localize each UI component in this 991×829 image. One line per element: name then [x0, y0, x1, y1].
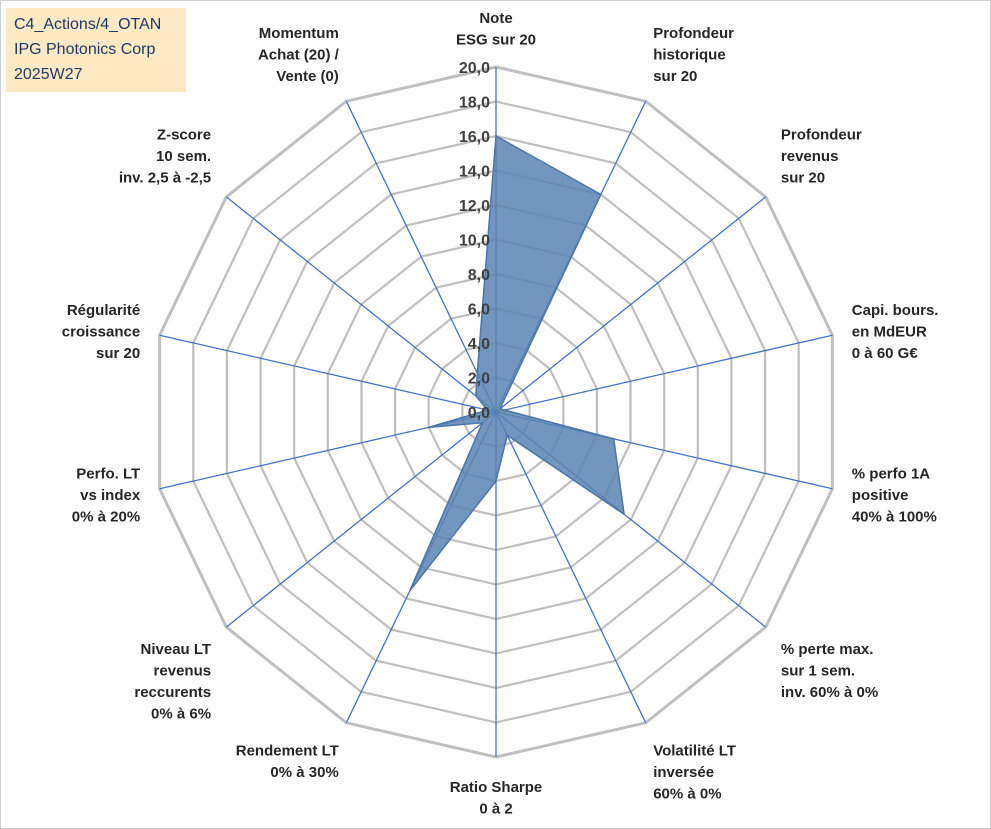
axis-label-line: Capi. bours. — [852, 302, 939, 319]
axis-label-line: % perfo 1A — [852, 465, 931, 482]
axis-label-line: revenus — [781, 148, 839, 165]
axis-spoke-4 — [495, 334, 833, 413]
axis-label-line: sur 20 — [781, 170, 825, 187]
tick-label-6: 12,0 — [459, 198, 490, 215]
axis-label-line: Profondeur — [653, 25, 734, 42]
axis-spoke-3 — [495, 196, 767, 413]
tick-label-9: 18,0 — [459, 95, 490, 112]
axis-label-line: sur 20 — [653, 68, 697, 85]
axis-spoke-13 — [225, 196, 497, 413]
series-area — [409, 134, 626, 592]
axis-label-line: ESG sur 20 — [456, 32, 536, 49]
axis-label-line: croissance — [62, 324, 140, 341]
axis-label-line: 0% à 6% — [151, 705, 211, 722]
tick-label-2: 4,0 — [468, 336, 490, 353]
axis-label-line: Volatilité LT — [653, 743, 736, 760]
axis-label-line: inv. 60% à 0% — [781, 684, 878, 701]
axis-spoke-7 — [495, 411, 647, 724]
axis-label-14: Momentum Achat (20) / Vente (0) — [258, 25, 340, 85]
axis-spoke-12 — [159, 334, 497, 413]
axis-label-line: Profondeur — [781, 127, 862, 144]
axis-label-line: Achat (20) / — [258, 46, 340, 63]
axis-label-1: Note ESG sur 20 — [456, 10, 536, 49]
info-line-week: 2025W27 — [14, 66, 83, 83]
axis-label-line: Niveau LT — [141, 641, 212, 658]
axis-label-line: sur 20 — [96, 345, 140, 362]
axis-label-line: en MdEUR — [852, 324, 927, 341]
axis-label-line: inversée — [653, 764, 714, 781]
tick-label-7: 14,0 — [459, 164, 490, 181]
tick-label-10: 20,0 — [459, 60, 490, 77]
axis-label-line: revenus — [154, 662, 212, 679]
axis-label-line: Perfo. LT — [76, 465, 140, 482]
series-layer — [409, 134, 626, 592]
axis-label-line: 0 à 2 — [479, 801, 512, 818]
axis-label-line: 40% à 100% — [852, 508, 937, 525]
axis-label-2: Profondeur historique sur 20 — [653, 25, 734, 85]
axis-label-line: 10 sem. — [156, 148, 211, 165]
axis-label-line: 0% à 30% — [270, 764, 338, 781]
axis-label-line: reccurents — [134, 684, 211, 701]
axis-label-line: 0% à 20% — [72, 508, 140, 525]
axis-label-layer: Note ESG sur 20 Profondeur historique sur 20… — [62, 10, 939, 818]
axis-label-10: Niveau LT revenus reccurents 0% à 6% — [134, 641, 211, 723]
axis-label-line: inv. 2,5 à -2,5 — [119, 170, 211, 187]
axis-label-line: Rendement LT — [236, 743, 339, 760]
axis-label-9: Rendement LT 0% à 30% — [236, 743, 339, 782]
info-line-collection: C4_Actions/4_OTAN — [14, 16, 162, 33]
axis-label-8: Ratio Sharpe 0 à 2 — [450, 779, 543, 818]
tick-label-1: 2,0 — [468, 371, 490, 388]
axis-label-3: Profondeur revenus sur 20 — [781, 127, 862, 187]
axis-label-6: % perte max. sur 1 sem. inv. 60% à 0% — [781, 641, 878, 701]
axis-label-line: historique — [653, 46, 726, 63]
axis-label-line: Note — [479, 10, 512, 27]
axis-label-12: Régularité croissance sur 20 — [62, 302, 140, 362]
axis-label-line: Z-score — [157, 127, 211, 144]
axis-label-line: positive — [852, 487, 909, 504]
axis-label-7: Volatilité LT inversée 60% à 0% — [653, 743, 736, 803]
info-line-company: IPG Photonics Corp — [14, 41, 156, 58]
axis-label-line: Momentum — [259, 25, 339, 42]
chart-info-box: C4_Actions/4_OTAN IPG Photonics Corp 202… — [6, 8, 186, 92]
axis-label-line: % perte max. — [781, 641, 874, 658]
axis-label-4: Capi. bours. en MdEUR 0 à 60 G€ — [852, 302, 939, 362]
axis-label-11: Perfo. LT vs index 0% à 20% — [72, 465, 141, 525]
axis-spoke-14 — [345, 100, 497, 413]
axis-label-13: Z-score 10 sem. inv. 2,5 à -2,5 — [119, 127, 211, 187]
tick-label-3: 6,0 — [468, 302, 490, 319]
axis-label-line: Régularité — [67, 302, 140, 319]
axis-label-line: Vente (0) — [276, 68, 339, 85]
axis-label-line: vs index — [80, 487, 141, 504]
axis-label-5: % perfo 1A positive 40% à 100% — [852, 465, 937, 525]
axis-label-line: sur 1 sem. — [781, 662, 855, 679]
tick-label-0: 0,0 — [468, 405, 490, 422]
axis-spoke-10 — [225, 411, 497, 628]
tick-label-8: 16,0 — [459, 129, 490, 146]
tick-label-4: 8,0 — [468, 267, 490, 284]
axis-label-line: Ratio Sharpe — [450, 779, 543, 796]
axis-label-line: 60% à 0% — [653, 786, 721, 803]
axis-label-line: 0 à 60 G€ — [852, 345, 919, 362]
tick-label-5: 10,0 — [459, 233, 490, 250]
tick-layer: 0,0 2,0 4,0 6,0 8,0 10,0 12,0 14,0 16,0 18,0 20,0 — [459, 60, 490, 422]
